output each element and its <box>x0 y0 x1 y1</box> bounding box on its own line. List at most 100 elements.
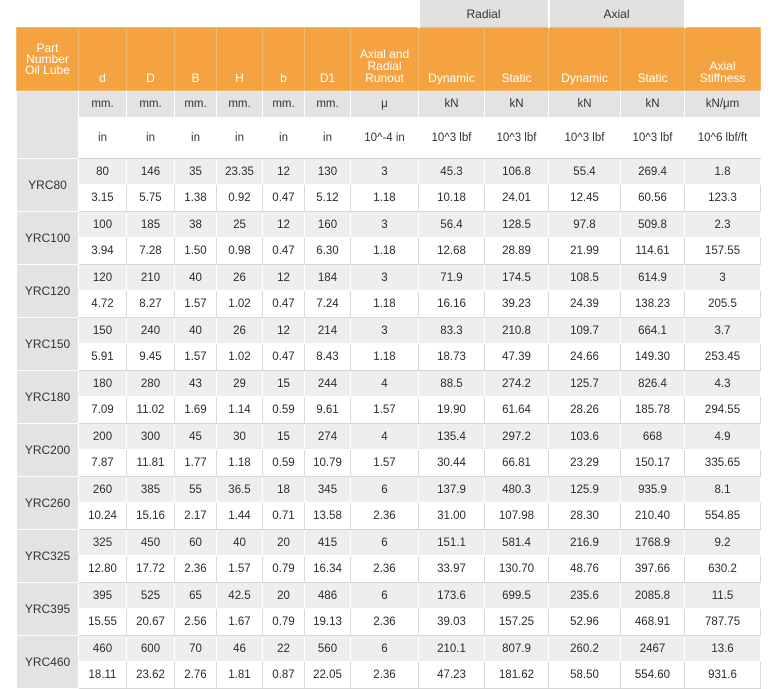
metric-value-cell: 56.4 <box>418 211 485 238</box>
header-part-number: Part Number Oil Lube <box>16 27 79 91</box>
imperial-value-cell: 7.87 <box>78 449 127 477</box>
header-B: B <box>174 27 217 91</box>
metric-value-cell: 18 <box>262 476 305 503</box>
imperial-value-cell: 8.27 <box>126 290 175 318</box>
imperial-value-cell: 10.18 <box>418 184 485 212</box>
imperial-value-cell: 0.92 <box>216 184 263 212</box>
imperial-value-cell: 123.3 <box>684 184 762 212</box>
metric-value-cell: 560 <box>304 635 351 662</box>
imperial-value-cell: 7.28 <box>126 237 175 265</box>
imperial-value-cell: 3.94 <box>78 237 127 265</box>
metric-value-cell: 935.9 <box>619 476 686 503</box>
imperial-value-cell: 23.29 <box>548 449 621 477</box>
imperial-value-cell: 138.23 <box>619 290 686 318</box>
unit-metric-cell: mm. <box>78 90 127 118</box>
imperial-value-cell: 1.81 <box>216 661 263 689</box>
units-part-cell <box>16 90 79 159</box>
header-axial-dynamic: Dynamic <box>548 27 621 91</box>
metric-value-cell: 2.3 <box>684 211 762 238</box>
imperial-value-cell: 12.80 <box>78 555 127 583</box>
metric-value-cell: 40 <box>216 529 263 556</box>
header-H: H <box>216 27 263 91</box>
spec-table: Radial Axial Part Number Oil Lube d D B … <box>16 0 762 689</box>
metric-value-cell: 486 <box>304 582 351 609</box>
imperial-value-cell: 0.59 <box>262 396 305 424</box>
imperial-value-cell: 19.90 <box>418 396 485 424</box>
imperial-value-cell: 9.61 <box>304 396 351 424</box>
metric-value-cell: 664.1 <box>619 317 686 344</box>
imperial-value-cell: 253.45 <box>684 343 762 371</box>
metric-value-cell: 120 <box>78 264 127 291</box>
metric-value-cell: 480.3 <box>484 476 549 503</box>
imperial-value-cell: 17.72 <box>126 555 175 583</box>
metric-value-cell: 135.4 <box>418 423 485 450</box>
imperial-value-cell: 157.25 <box>484 608 549 636</box>
part-number-cell: YRC100 <box>16 211 79 265</box>
imperial-value-cell: 1.18 <box>216 449 263 477</box>
table-row-imperial: 18.11 23.62 2.76 1.81 0.87 22.05 2.36 47.23 181.… <box>17 661 762 689</box>
metric-value-cell: 297.2 <box>484 423 549 450</box>
imperial-value-cell: 787.75 <box>684 608 762 636</box>
metric-value-cell: 450 <box>126 529 175 556</box>
metric-value-cell: 100 <box>78 211 127 238</box>
metric-value-cell: 415 <box>304 529 351 556</box>
imperial-value-cell: 15.16 <box>126 502 175 530</box>
group-axial: Axial <box>547 0 686 28</box>
imperial-value-cell: 0.47 <box>262 237 305 265</box>
imperial-value-cell: 0.71 <box>262 502 305 530</box>
imperial-value-cell: 10.24 <box>78 502 127 530</box>
imperial-value-cell: 1.57 <box>216 555 263 583</box>
imperial-value-cell: 1.14 <box>216 396 263 424</box>
table-row-imperial: 3.94 7.28 1.50 0.98 0.47 6.30 1.18 12.68 28.89 21… <box>17 237 762 265</box>
metric-value-cell: 109.7 <box>548 317 621 344</box>
imperial-value-cell: 12.45 <box>548 184 621 212</box>
imperial-value-cell: 554.60 <box>619 661 686 689</box>
metric-value-cell: 1.8 <box>684 158 762 185</box>
imperial-value-cell: 1.18 <box>350 184 419 212</box>
unit-imperial-cell: 10^6 lbf/ft <box>684 117 762 159</box>
unit-metric-cell: kN <box>619 90 686 118</box>
table-row-metric: YRC200 200 300 45 30 15 274 4 135.4 297.2 103.6 668… <box>16 423 762 477</box>
table-row-metric: YRC80 80 146 35 23.35 12 130 3 45.3 106.8 55.4 269.… <box>16 158 762 212</box>
imperial-value-cell: 2.56 <box>174 608 217 636</box>
metric-value-cell: 395 <box>78 582 127 609</box>
metric-value-cell: 55.4 <box>548 158 621 185</box>
metric-value-cell: 4 <box>350 423 419 450</box>
imperial-value-cell: 130.70 <box>484 555 549 583</box>
metric-value-cell: 600 <box>126 635 175 662</box>
metric-value-cell: 6 <box>350 582 419 609</box>
imperial-value-cell: 11.02 <box>126 396 175 424</box>
imperial-value-cell: 8.43 <box>304 343 351 371</box>
header-axial-stiffness: Axial Stiffness <box>684 27 762 91</box>
metric-value-cell: 43 <box>174 370 217 397</box>
imperial-value-cell: 1.44 <box>216 502 263 530</box>
table-row-metric: YRC180 180 280 43 29 15 244 4 88.5 274.2 125.7 826.… <box>16 370 762 424</box>
unit-imperial-cell: 10^3 lbf <box>548 117 621 159</box>
metric-value-cell: 185 <box>126 211 175 238</box>
imperial-value-cell: 0.47 <box>262 184 305 212</box>
metric-value-cell: 3 <box>350 158 419 185</box>
header-radial-static: Static <box>484 27 549 91</box>
unit-metric-cell: kN <box>484 90 549 118</box>
metric-value-cell: 525 <box>126 582 175 609</box>
metric-value-cell: 20 <box>262 582 305 609</box>
imperial-value-cell: 23.62 <box>126 661 175 689</box>
imperial-value-cell: 3.15 <box>78 184 127 212</box>
imperial-value-cell: 24.01 <box>484 184 549 212</box>
unit-metric-cell: kN <box>418 90 485 118</box>
imperial-value-cell: 1.67 <box>216 608 263 636</box>
metric-value-cell: 160 <box>304 211 351 238</box>
metric-value-cell: 46 <box>216 635 263 662</box>
metric-value-cell: 151.1 <box>418 529 485 556</box>
imperial-value-cell: 28.30 <box>548 502 621 530</box>
table-row-metric: YRC460 460 600 70 46 22 560 6 210.1 807.9 260.2 246… <box>16 635 762 689</box>
imperial-value-cell: 47.39 <box>484 343 549 371</box>
metric-value-cell: 6 <box>350 476 419 503</box>
metric-value-cell: 345 <box>304 476 351 503</box>
imperial-value-cell: 16.34 <box>304 555 351 583</box>
metric-value-cell: 3 <box>350 211 419 238</box>
metric-value-cell: 826.4 <box>619 370 686 397</box>
imperial-value-cell: 150.17 <box>619 449 686 477</box>
imperial-value-cell: 0.59 <box>262 449 305 477</box>
imperial-value-cell: 13.58 <box>304 502 351 530</box>
